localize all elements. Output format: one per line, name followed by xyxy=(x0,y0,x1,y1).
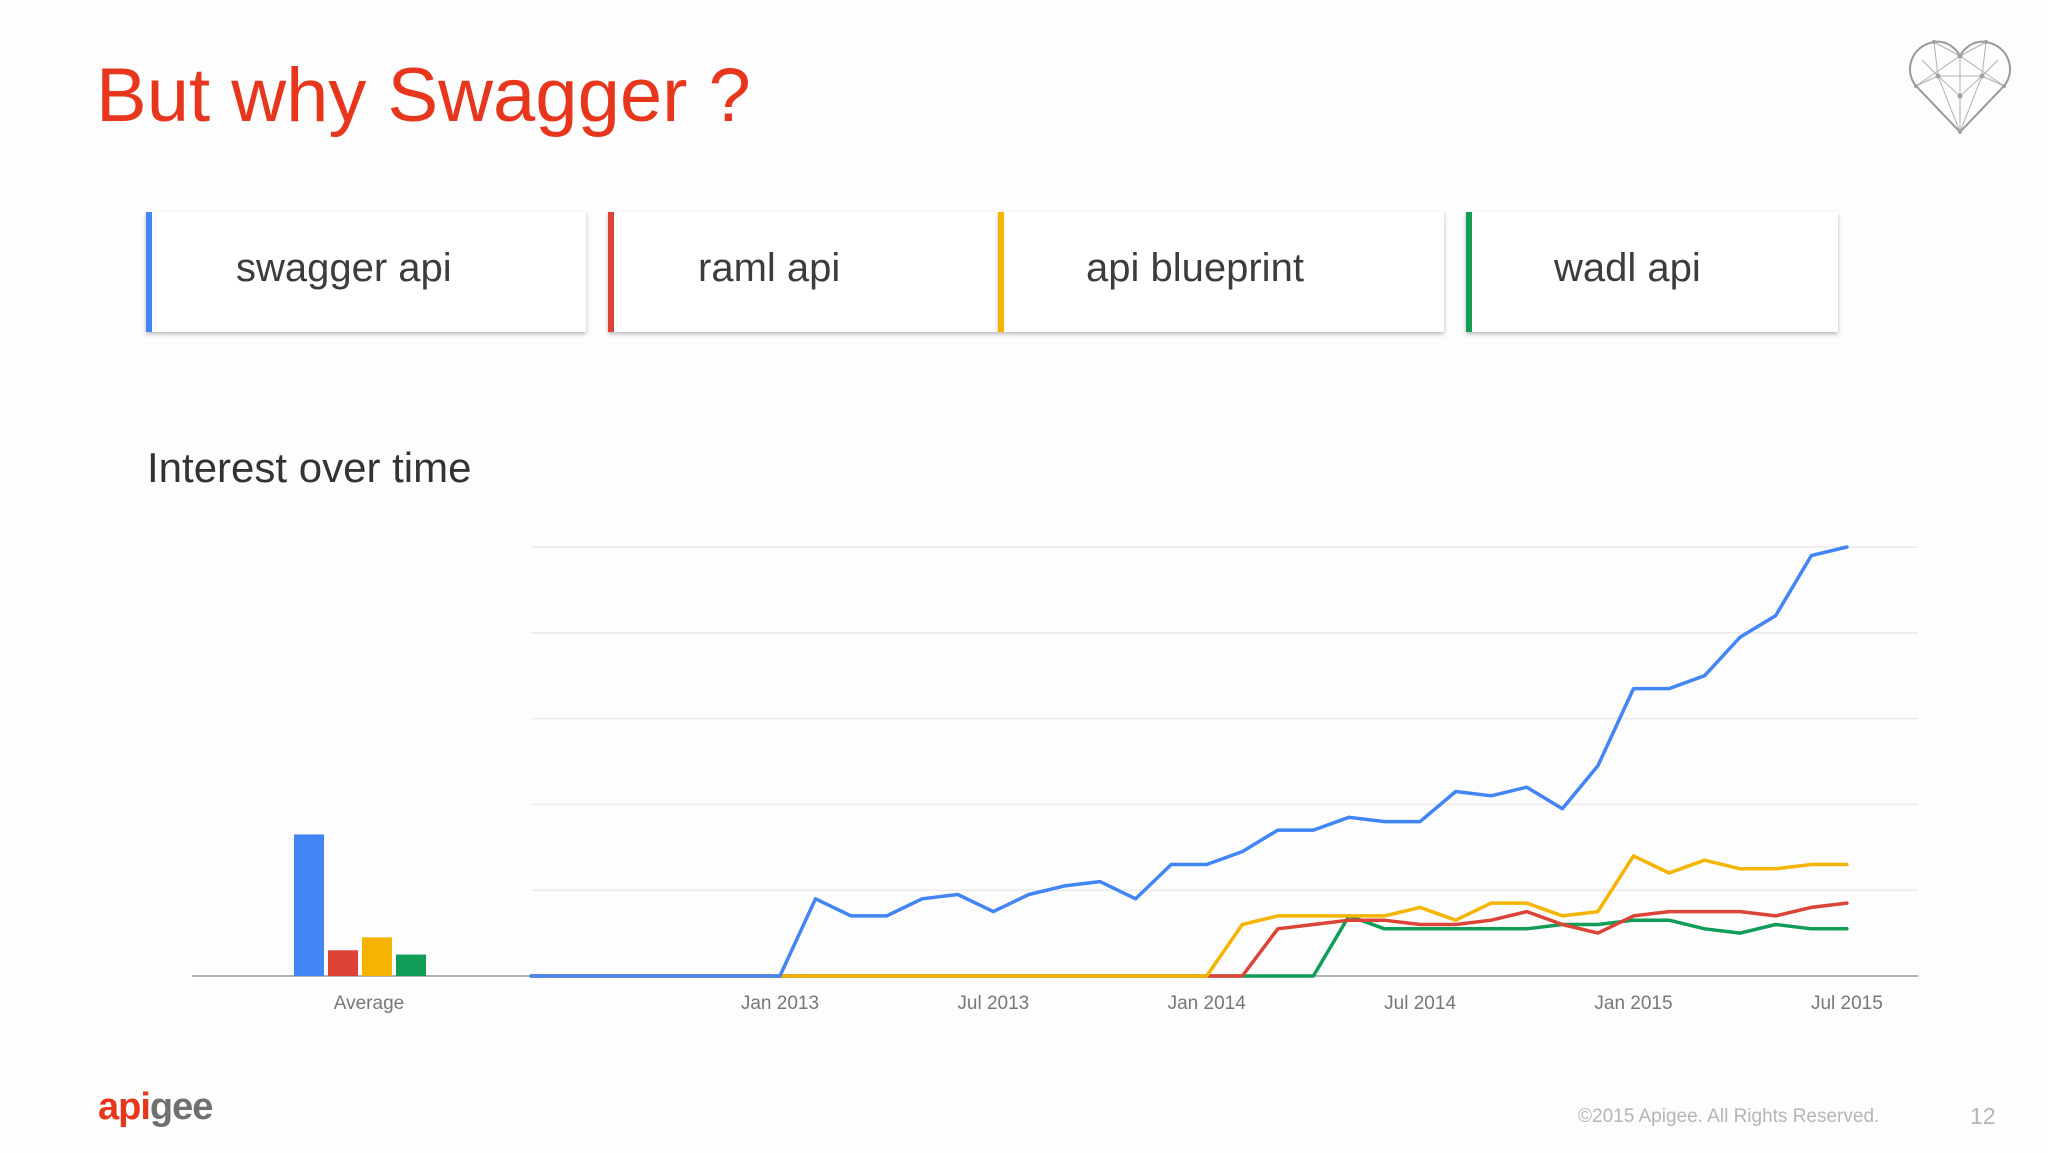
x-tick-label: Jan 2013 xyxy=(741,993,819,1014)
series-line-raml-api xyxy=(529,901,1849,978)
x-tick-label: Jul 2015 xyxy=(1811,993,1883,1014)
term-label: swagger api xyxy=(236,246,452,290)
series-line-swagger-api xyxy=(529,545,1849,978)
x-tick-label: Jul 2013 xyxy=(957,993,1029,1014)
term-card-swagger-api[interactable]: swagger api xyxy=(146,212,586,332)
term-label: api blueprint xyxy=(1086,246,1304,290)
term-card-api-blueprint[interactable]: api blueprint xyxy=(998,212,1444,332)
term-label: wadl api xyxy=(1554,246,1701,290)
logo-part-api: api xyxy=(98,1086,151,1128)
logo-part-gee: gee xyxy=(149,1086,213,1128)
search-term-cards: swagger api raml api api blueprint wadl … xyxy=(146,212,1838,332)
term-card-wadl-api[interactable]: wadl api xyxy=(1466,212,1838,332)
apigee-logo: apigee xyxy=(98,1086,213,1129)
heart-network-logo xyxy=(1909,40,2011,134)
average-label: Average xyxy=(334,993,404,1014)
average-bar-wadl-api xyxy=(396,954,426,976)
x-tick-label: Jan 2015 xyxy=(1594,993,1672,1014)
series-line-wadl-api xyxy=(529,914,1849,978)
term-label: raml api xyxy=(698,246,841,290)
copyright-notice: ©2015 Apigee. All Rights Reserved. xyxy=(1578,1106,1880,1127)
series-line-api-blueprint xyxy=(529,854,1849,978)
term-card-raml-api[interactable]: raml api xyxy=(608,212,998,332)
page-number: 12 xyxy=(1970,1103,1996,1129)
x-tick-label: Jan 2014 xyxy=(1168,993,1247,1014)
average-bar-raml-api xyxy=(328,950,358,976)
average-bar-swagger-api xyxy=(294,834,324,976)
x-tick-label: Jul 2014 xyxy=(1384,993,1456,1014)
slide-title: But why Swagger ? xyxy=(96,53,751,138)
average-bar-api-blueprint xyxy=(362,937,392,976)
section-heading: Interest over time xyxy=(147,444,472,491)
